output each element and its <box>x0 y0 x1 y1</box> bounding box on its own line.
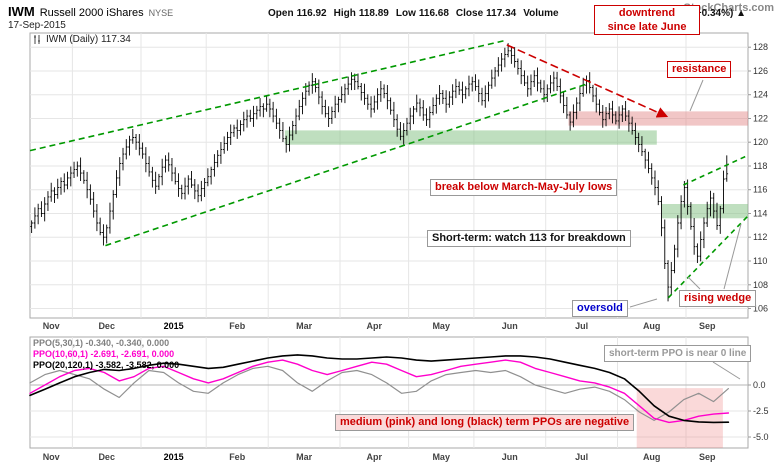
annotation-resistance: resistance <box>667 61 732 78</box>
annotation-downtrend-line1: downtrend <box>618 7 676 19</box>
price-axis-label: 120 <box>753 137 768 147</box>
close-label: Close <box>455 8 484 19</box>
annotation-downtrend-line2: since late June <box>607 21 687 33</box>
pointer-line-wedge-left <box>687 276 701 290</box>
quote-high: High 118.89 <box>334 8 389 19</box>
x-axis-month-label: Nov <box>43 452 60 462</box>
annotation-downtrend: downtrend since late June <box>594 5 700 35</box>
ticker-symbol: IWM <box>8 4 35 19</box>
quote-low: Low 116.68 <box>396 8 449 19</box>
x-axis-month-label: Jun <box>502 452 518 462</box>
annotation-watch-113: Short-term: watch 113 for breakdown <box>427 230 631 247</box>
price-axis-label: 106 <box>753 304 768 314</box>
security-name: Russell 2000 iShares <box>39 7 144 19</box>
ohlc-bars <box>30 43 729 302</box>
low-label: Low <box>395 8 416 19</box>
zone-march-may-july-lows-support <box>284 130 657 145</box>
price-axis-label: 118 <box>753 161 767 171</box>
x-axis-month-label: Jul <box>575 321 588 331</box>
trendline-channel-upper <box>29 39 507 152</box>
header-symbol-row: IWM Russell 2000 iShares NYSE <box>8 4 173 19</box>
quote-open: Open 116.92 <box>268 8 327 19</box>
chart-type-icon <box>34 35 40 44</box>
price-axis-label: 116 <box>753 185 767 195</box>
ppo-legend: PPO(5,30,1) -0.340, -0.340, 0.000 PPO(10… <box>33 338 179 371</box>
pointer-line-ppo-note <box>712 361 741 380</box>
pointer-line-oversold <box>629 298 658 308</box>
ppo-series-PPO(20,120,1) <box>29 354 730 424</box>
ppo-legend-short: PPO(5,30,1) -0.340, -0.340, 0.000 <box>33 338 170 348</box>
x-axis-month-label: Aug <box>643 321 661 331</box>
pointer-line-resistance <box>689 79 704 112</box>
price-axis-label: 122 <box>753 114 768 124</box>
zone-resistance-122 <box>568 111 748 126</box>
price-axis-label: 108 <box>753 280 768 290</box>
price-panel-label-row: IWM (Daily) 117.34 <box>33 34 131 45</box>
high-value: 118.89 <box>358 8 389 19</box>
quote-line: Open 116.92 High 118.89 Low 116.68 Close… <box>268 8 559 19</box>
x-axis-month-label: Aug <box>643 452 661 462</box>
price-panel-label: IWM (Daily) 117.34 <box>46 34 131 45</box>
x-axis-month-label: Nov <box>43 321 60 331</box>
open-value: 116.92 <box>296 8 327 19</box>
generated-chart-layer: 128 126 124 122 120 118 116 114 112 110 108 106 Nov N… <box>29 32 769 462</box>
x-axis-month-label: Apr <box>367 452 383 462</box>
x-axis-month-label: Jun <box>502 321 518 331</box>
quote-close: Close 117.34 <box>456 8 516 19</box>
low-value: 116.68 <box>418 8 449 19</box>
change-percent: (+0.34%) <box>692 8 734 19</box>
annotation-ppo-near-zero: short-term PPO is near 0 line <box>604 345 752 362</box>
price-axis-label: 124 <box>753 90 768 100</box>
ppo-series-PPO(5,30,1) <box>29 365 730 421</box>
x-axis-month-label: May <box>432 452 450 462</box>
x-axis-month-label: Feb <box>229 452 246 462</box>
x-axis-month-label: Jul <box>575 452 588 462</box>
annotation-pointer-lines <box>629 79 742 380</box>
x-axis-month-label: Feb <box>229 321 246 331</box>
price-panel-border <box>29 32 749 319</box>
x-axis-month-label: Dec <box>98 452 115 462</box>
stockcharts-watermark: StockCharts.com <box>683 2 774 14</box>
trendline-channel-lower <box>105 82 591 247</box>
x-axis-month-label: Sep <box>699 452 716 462</box>
ppo-axis-label: -2.5 <box>753 406 769 416</box>
trendline-downtrend-line <box>506 44 669 118</box>
annotation-break-below: break below March-May-July lows <box>430 179 618 196</box>
chart-date: 17-Sep-2015 <box>8 20 66 31</box>
high-label: High <box>333 8 356 19</box>
price-axis-label: 128 <box>753 42 768 52</box>
trendline-wedge-upper <box>683 154 749 186</box>
x-axis-month-label: Sep <box>699 321 716 331</box>
x-axis-month-label: Dec <box>98 321 115 331</box>
ppo-legend-medium: PPO(10,60,1) -2.691, -2.691, 0.000 <box>33 349 175 359</box>
annotation-rising-wedge: rising wedge <box>679 290 757 307</box>
ppo-legend-long: PPO(20,120,1) -3.582, -3.582, 0.000 <box>33 360 180 370</box>
close-value: 117.34 <box>486 8 517 19</box>
change-readout: (+0.34%) ▲ <box>692 8 746 19</box>
x-axis-month-label: Apr <box>367 321 383 331</box>
price-axis-label: 114 <box>753 209 767 219</box>
x-axis-month-label: 2015 <box>164 321 184 331</box>
price-axis-label: 110 <box>753 256 767 266</box>
trendline-wedge-lower <box>667 215 749 299</box>
annotation-oversold: oversold <box>572 300 628 317</box>
x-axis-month-label: May <box>432 321 450 331</box>
x-axis-month-label: Mar <box>296 321 313 331</box>
ppo-series-PPO(10,60,1) <box>29 359 730 424</box>
ppo-axis-label: 0.0 <box>753 380 766 390</box>
ppo-axis-label: -5.0 <box>753 432 769 442</box>
price-axis-label: 126 <box>753 66 768 76</box>
x-axis-month-label: 2015 <box>164 452 184 462</box>
annotation-ppos-negative: medium (pink) and long (black) term PPOs… <box>335 414 635 431</box>
exchange-label: NYSE <box>148 8 174 18</box>
pointer-line-wedge-right <box>723 223 742 290</box>
up-arrow-icon: ▲ <box>736 8 746 19</box>
zone-support-114 <box>661 204 748 219</box>
price-axis-label: 112 <box>753 232 767 242</box>
volume-label: Volume <box>523 8 559 19</box>
open-label: Open <box>268 8 294 19</box>
x-axis-month-label: Mar <box>296 452 313 462</box>
